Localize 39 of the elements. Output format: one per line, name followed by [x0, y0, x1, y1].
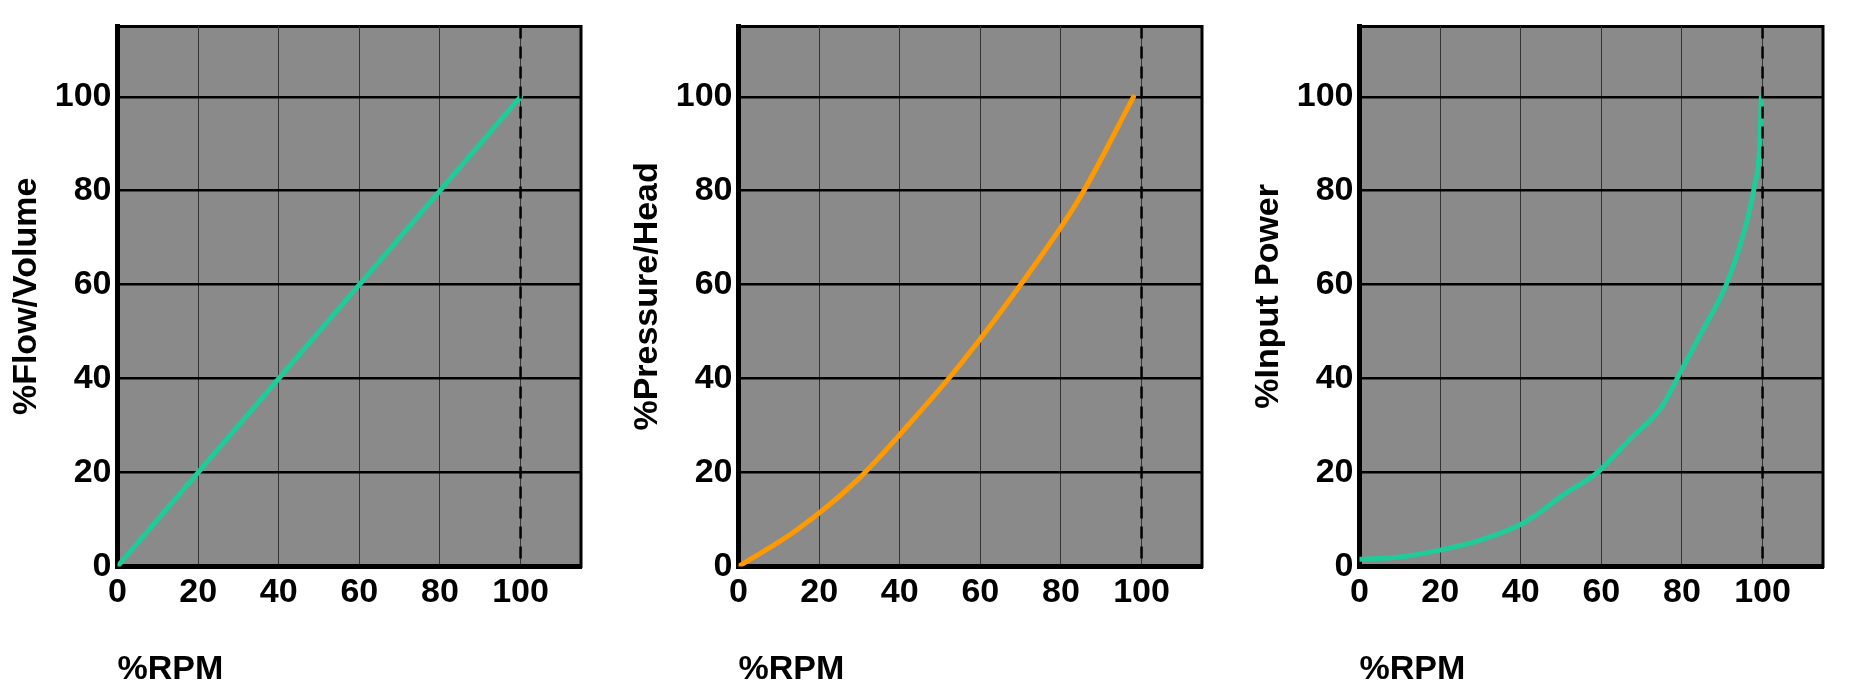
x-tick-label: 20: [179, 571, 218, 610]
y-tick-label: 0: [92, 544, 112, 583]
y-tick-label: 80: [694, 169, 733, 208]
x-tick-label: 60: [340, 571, 379, 610]
x-tick-label: 20: [800, 571, 839, 610]
y-axis-title: %Input Power: [1246, 184, 1285, 409]
x-tick-label: 100: [492, 571, 549, 610]
x-tick-label: 40: [1501, 571, 1540, 610]
y-tick-label: 60: [73, 263, 112, 302]
y-tick-label: 80: [1315, 169, 1354, 208]
y-tick-label: 40: [73, 356, 112, 395]
y-tick-label: 100: [1296, 75, 1354, 114]
x-tick-label: 60: [961, 571, 1000, 610]
x-tick-label: 80: [1663, 571, 1701, 610]
x-axis-title: %RPM: [738, 647, 845, 686]
x-tick-label: 40: [259, 571, 298, 610]
x-tick-label: 100: [1734, 571, 1791, 610]
x-tick-label: 80: [1042, 571, 1080, 610]
y-tick-label: 80: [73, 169, 112, 208]
y-tick-label: 20: [694, 450, 733, 489]
y-tick-label: 100: [54, 75, 112, 114]
y-axis-title: %Flow/Volume: [4, 177, 43, 416]
y-tick-label: 0: [713, 544, 733, 583]
x-tick-label: 40: [880, 571, 919, 610]
y-tick-label: 40: [1315, 356, 1354, 395]
y-tick-label: 60: [1315, 263, 1354, 302]
y-tick-label: 60: [694, 263, 733, 302]
x-tick-label: 100: [1113, 571, 1170, 610]
y-tick-label: 0: [1334, 544, 1354, 583]
x-tick-label: 60: [1582, 571, 1621, 610]
x-axis-title: %RPM: [1359, 647, 1466, 686]
y-axis-title: %Pressure/Head: [625, 162, 664, 431]
x-tick-label: 80: [421, 571, 459, 610]
y-tick-label: 20: [1315, 450, 1354, 489]
y-tick-label: 40: [694, 356, 733, 395]
x-axis-title: %RPM: [117, 647, 224, 686]
y-tick-label: 100: [675, 75, 733, 114]
x-tick-label: 20: [1421, 571, 1460, 610]
y-tick-label: 20: [73, 450, 112, 489]
